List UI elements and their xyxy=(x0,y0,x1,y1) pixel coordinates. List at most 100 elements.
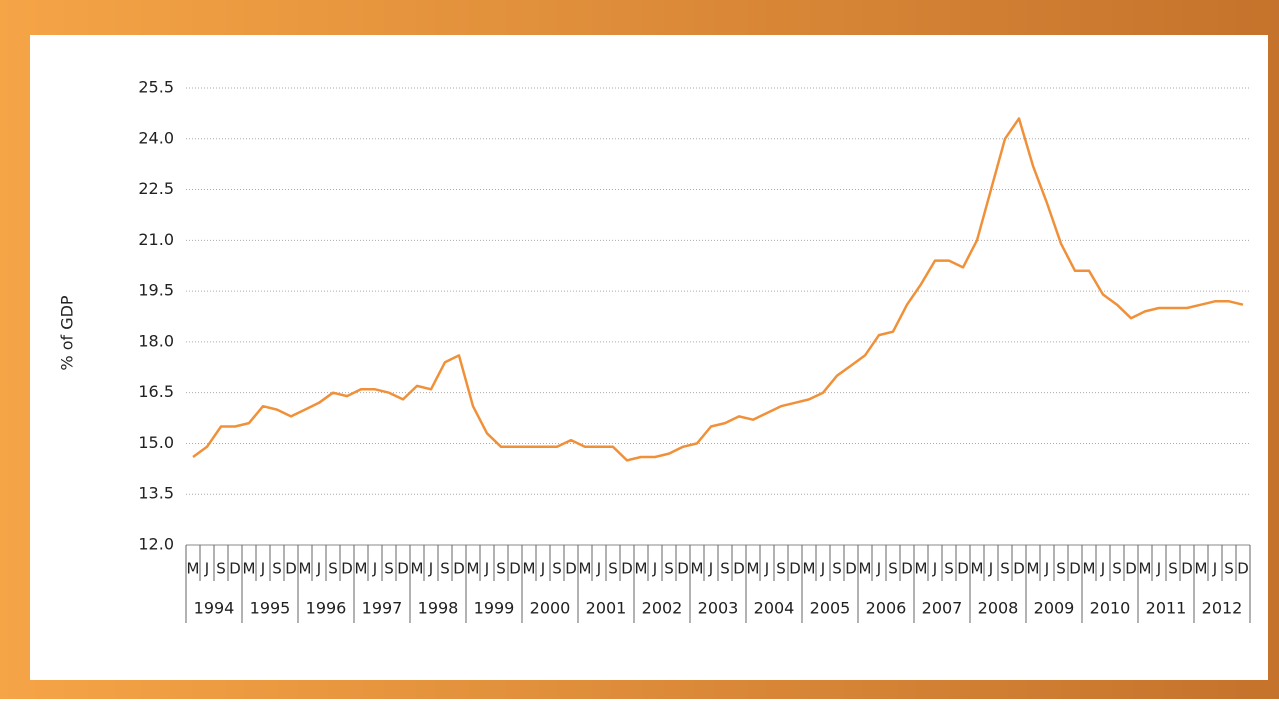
x-tick-label: J xyxy=(1044,560,1049,578)
x-tick-label: J xyxy=(316,560,321,578)
x-tick-label: S xyxy=(328,560,338,578)
x-tick-label: S xyxy=(1056,560,1066,578)
x-tick-label: J xyxy=(764,560,769,578)
x-tick-label: D xyxy=(229,560,241,578)
x-tick-label: J xyxy=(204,560,209,578)
x-tick-label: M xyxy=(747,560,760,578)
x-tick-label: M xyxy=(915,560,928,578)
year-label: 2008 xyxy=(978,599,1019,618)
y-tick-label: 22.5 xyxy=(138,179,174,198)
year-label: 1997 xyxy=(362,599,403,618)
x-tick-label: D xyxy=(845,560,857,578)
x-tick-label: D xyxy=(565,560,577,578)
x-tick-label: M xyxy=(803,560,816,578)
x-tick-label: M xyxy=(579,560,592,578)
x-tick-label: S xyxy=(888,560,898,578)
x-tick-label: S xyxy=(552,560,562,578)
year-label: 2001 xyxy=(586,599,627,618)
x-tick-label: D xyxy=(789,560,801,578)
x-tick-label: D xyxy=(1181,560,1193,578)
year-label: 2009 xyxy=(1034,599,1075,618)
x-tick-label: D xyxy=(1125,560,1137,578)
y-tick-label: 18.0 xyxy=(138,331,174,350)
y-tick-label: 19.5 xyxy=(138,281,174,300)
x-tick-label: D xyxy=(397,560,409,578)
year-label: 2011 xyxy=(1146,599,1187,618)
x-tick-label: M xyxy=(523,560,536,578)
x-tick-label: J xyxy=(596,560,601,578)
x-tick-label: M xyxy=(1083,560,1096,578)
x-tick-label: D xyxy=(285,560,297,578)
y-tick-label: 16.5 xyxy=(138,382,174,401)
y-tick-label: 25.5 xyxy=(138,78,174,97)
x-tick-label: S xyxy=(832,560,842,578)
year-label: 1999 xyxy=(474,599,515,618)
x-tick-label: S xyxy=(216,560,226,578)
x-tick-label: S xyxy=(608,560,618,578)
x-tick-label: J xyxy=(932,560,937,578)
x-tick-label: D xyxy=(957,560,969,578)
x-tick-label: J xyxy=(652,560,657,578)
x-tick-label: D xyxy=(621,560,633,578)
x-tick-label: S xyxy=(1168,560,1178,578)
x-tick-label: M xyxy=(243,560,256,578)
x-tick-label: J xyxy=(820,560,825,578)
x-tick-label: J xyxy=(876,560,881,578)
x-tick-label: M xyxy=(1195,560,1208,578)
x-tick-label: J xyxy=(1100,560,1105,578)
x-tick-label: J xyxy=(260,560,265,578)
year-label: 2000 xyxy=(530,599,571,618)
x-tick-label: D xyxy=(1069,560,1081,578)
x-tick-label: S xyxy=(664,560,674,578)
x-tick-label: J xyxy=(372,560,377,578)
year-label: 2005 xyxy=(810,599,851,618)
year-label: 1996 xyxy=(306,599,347,618)
x-tick-label: D xyxy=(1013,560,1025,578)
x-tick-label: M xyxy=(971,560,984,578)
x-tick-label: M xyxy=(859,560,872,578)
panel xyxy=(30,35,1268,680)
x-tick-label: M xyxy=(691,560,704,578)
year-label: 2006 xyxy=(866,599,907,618)
year-label: 1998 xyxy=(418,599,459,618)
x-tick-label: M xyxy=(187,560,200,578)
data-line xyxy=(192,117,1244,462)
x-tick-label: J xyxy=(1156,560,1161,578)
x-tick-label: M xyxy=(1027,560,1040,578)
y-tick-label: 21.0 xyxy=(138,230,174,249)
x-tick-label: D xyxy=(1237,560,1249,578)
x-tick-label: S xyxy=(272,560,282,578)
x-tick-label: D xyxy=(509,560,521,578)
x-tick-label: D xyxy=(901,560,913,578)
x-tick-label: M xyxy=(635,560,648,578)
x-tick-label: S xyxy=(720,560,730,578)
x-tick-label: M xyxy=(411,560,424,578)
x-tick-label: S xyxy=(1112,560,1122,578)
y-tick-label: 24.0 xyxy=(138,128,174,147)
x-tick-label: M xyxy=(355,560,368,578)
x-tick-label: J xyxy=(708,560,713,578)
year-label: 1995 xyxy=(250,599,291,618)
year-label: 2007 xyxy=(922,599,963,618)
x-tick-label: S xyxy=(440,560,450,578)
y-tick-label: 13.5 xyxy=(138,484,174,503)
y-tick-label: 15.0 xyxy=(138,433,174,452)
x-tick-label: J xyxy=(988,560,993,578)
x-tick-label: M xyxy=(1139,560,1152,578)
x-tick-label: J xyxy=(540,560,545,578)
x-tick-label: S xyxy=(1000,560,1010,578)
y-axis-label: % of GDP xyxy=(58,295,77,371)
x-tick-label: D xyxy=(453,560,465,578)
year-label: 2012 xyxy=(1202,599,1243,618)
year-label: 2003 xyxy=(698,599,739,618)
year-label: 2002 xyxy=(642,599,683,618)
x-tick-label: J xyxy=(428,560,433,578)
x-tick-label: S xyxy=(496,560,506,578)
x-tick-label: S xyxy=(384,560,394,578)
x-tick-label: S xyxy=(776,560,786,578)
x-tick-label: M xyxy=(299,560,312,578)
year-label: 1994 xyxy=(194,599,235,618)
x-tick-label: D xyxy=(677,560,689,578)
x-tick-label: J xyxy=(1212,560,1217,578)
